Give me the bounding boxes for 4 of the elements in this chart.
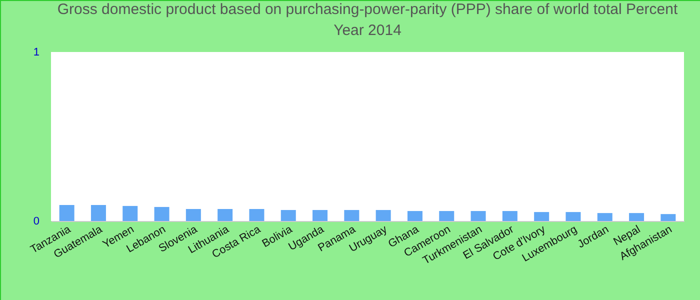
chart-title: Gross domestic product based on purchasing-power-parity (PPP) share of world total Percent: [57, 1, 678, 18]
y-tick-label: 1: [33, 46, 40, 58]
y-tick-label: 0: [33, 216, 40, 228]
chart-subtitle: Year 2014: [334, 22, 402, 39]
